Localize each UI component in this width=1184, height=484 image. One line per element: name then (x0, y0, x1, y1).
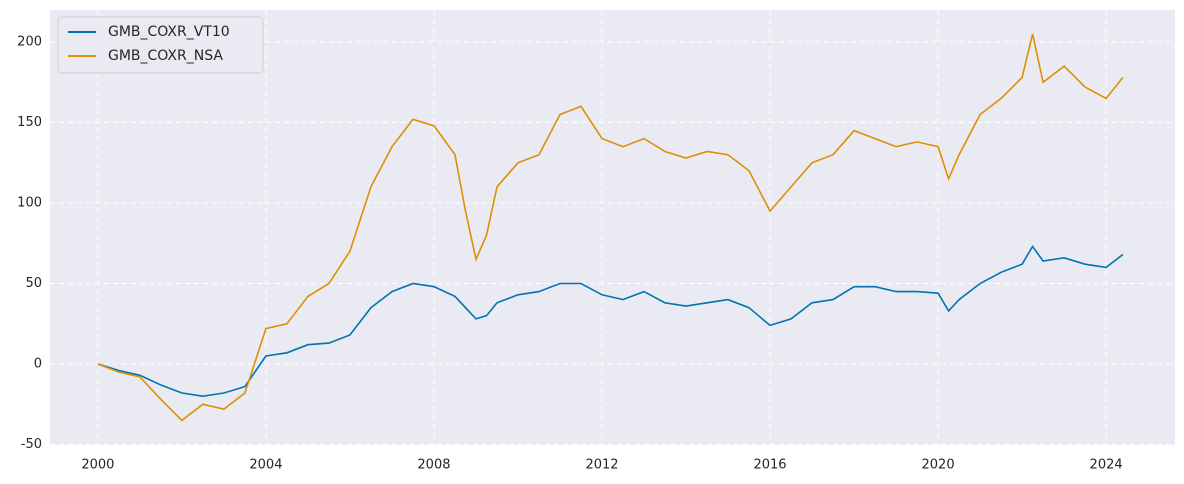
y-tick-label: 150 (17, 115, 42, 130)
x-tick-label: 2008 (417, 458, 450, 473)
plot-area (50, 10, 1175, 445)
x-tick-label: 2000 (81, 458, 114, 473)
y-tick-label: 100 (17, 196, 42, 211)
x-tick-label: 2024 (1090, 458, 1123, 473)
y-tick-label: 0 (34, 357, 42, 372)
x-tick-label: 2016 (753, 458, 786, 473)
y-tick-label: 200 (17, 35, 42, 50)
x-tick-label: 2020 (922, 458, 955, 473)
y-tick-label: 50 (25, 276, 42, 291)
legend-box (57, 16, 264, 74)
series-line (97, 245, 1124, 398)
legend-label: GMB_COXR_VT10 (108, 24, 230, 40)
x-tick-label: 2012 (585, 458, 618, 473)
series-line (97, 33, 1124, 422)
x-tick-label: 2004 (249, 458, 282, 473)
y-tick-label: -50 (21, 437, 42, 452)
legend-label: GMB_COXR_NSA (108, 48, 223, 64)
